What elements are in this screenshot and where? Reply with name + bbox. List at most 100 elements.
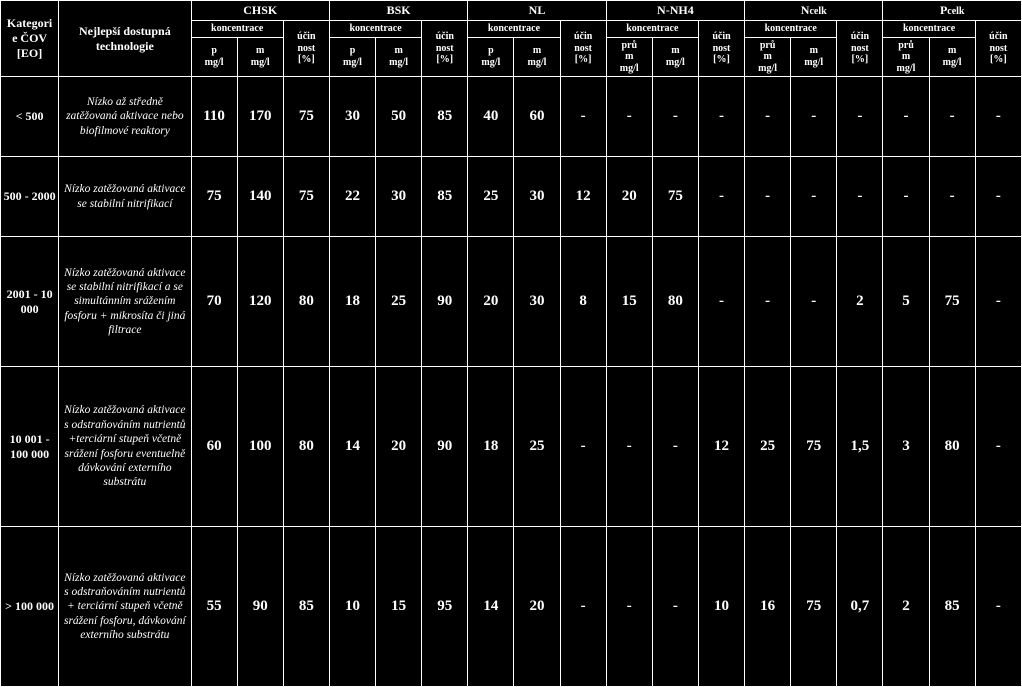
hdr-m-3: mmg/l [652,37,698,77]
cell-value: 55 [191,527,237,687]
cell-value: 60 [514,77,560,157]
cell-value: 70 [191,237,237,367]
table-row: > 100 000Nízko zatěžovaná aktivace s ods… [1,527,1022,687]
cell-value: 80 [652,237,698,367]
cell-value: 100 [237,367,283,527]
cell-value: - [791,237,837,367]
cell-category: 2001 - 10 000 [1,237,59,367]
hdr-group-4: Ncelk [745,1,883,21]
cell-value: 75 [283,157,329,237]
cell-value: - [560,77,606,157]
cell-value: - [837,77,883,157]
table-body: < 500Nízko až středně zatěžovaná aktivac… [1,77,1022,687]
cell-value: 20 [514,527,560,687]
cell-value: 16 [745,527,791,687]
cell-value: 20 [606,157,652,237]
hdr-ucin-4: účinnost[%] [837,21,883,77]
cell-value: - [975,527,1021,687]
cell-technology: Nízko zatěžovaná aktivace se stabilní ni… [59,237,191,367]
cell-value: 75 [929,237,975,367]
hdr-technology: Nejlepší dostupná technologie [59,1,191,77]
cell-value: 90 [422,367,468,527]
cell-value: - [698,77,744,157]
cell-value: 2 [837,237,883,367]
hdr-konc-4: koncentrace [745,21,837,38]
cell-category: 10 001 - 100 000 [1,367,59,527]
hdr-group-5: Pcelk [883,1,1022,21]
cell-value: - [929,157,975,237]
cell-value: - [791,77,837,157]
hdr-m-1: mmg/l [376,37,422,77]
cell-value: - [975,237,1021,367]
cell-value: 75 [652,157,698,237]
cell-value: 25 [376,237,422,367]
cell-value: 30 [514,237,560,367]
cell-value: - [883,157,929,237]
bat-table: Kategorie ČOV[EO] Nejlepší dostupná tech… [0,0,1022,687]
cell-value: 140 [237,157,283,237]
cell-value: 20 [376,367,422,527]
cell-value: 90 [237,527,283,687]
hdr-category: Kategorie ČOV[EO] [1,1,59,77]
hdr-konc-2: koncentrace [468,21,560,38]
cell-value: 22 [329,157,375,237]
cell-value: 8 [560,237,606,367]
cell-value: - [698,237,744,367]
cell-value: 90 [422,237,468,367]
cell-value: - [698,157,744,237]
cell-value: - [745,77,791,157]
hdr-konc-1: koncentrace [329,21,421,38]
hdr-group-3: N-NH4 [606,1,744,21]
cell-value: 170 [237,77,283,157]
cell-value: - [791,157,837,237]
cell-value: 85 [422,77,468,157]
table-row: 2001 - 10 000Nízko zatěžovaná aktivace s… [1,237,1022,367]
cell-value: 85 [283,527,329,687]
hdr-konc-3: koncentrace [606,21,698,38]
cell-value: 60 [191,367,237,527]
cell-value: - [560,527,606,687]
cell-value: 80 [283,367,329,527]
hdr-group-1: BSK [329,1,467,21]
cell-value: 30 [514,157,560,237]
cell-value: 1,5 [837,367,883,527]
hdr-ucin-5: účinnost[%] [975,21,1021,77]
cell-value: 25 [514,367,560,527]
hdr-m-0: mmg/l [237,37,283,77]
cell-value: 0,7 [837,527,883,687]
hdr-m-5: mmg/l [929,37,975,77]
cell-value: 25 [745,367,791,527]
hdr-group-2: NL [468,1,606,21]
hdr-m-2: mmg/l [514,37,560,77]
cell-value: 14 [468,527,514,687]
cell-value: - [652,527,698,687]
cell-value: 3 [883,367,929,527]
cell-value: 40 [468,77,514,157]
cell-value: - [745,157,791,237]
hdr-technology-text: Nejlepší dostupná technologie [79,24,171,53]
cell-value: - [745,237,791,367]
cell-technology: Nízko zatěžovaná aktivace se stabilní ni… [59,157,191,237]
table-row: 10 001 - 100 000Nízko zatěžovaná aktivac… [1,367,1022,527]
table-header: Kategorie ČOV[EO] Nejlepší dostupná tech… [1,1,1022,77]
cell-value: - [975,367,1021,527]
cell-value: 95 [422,527,468,687]
cell-value: 2 [883,527,929,687]
cell-value: 75 [283,77,329,157]
hdr-ucin-2: účinnost[%] [560,21,606,77]
cell-value: 80 [929,367,975,527]
cell-technology: Nízko zatěžovaná aktivace s odstraňování… [59,527,191,687]
cell-value: 85 [929,527,975,687]
cell-value: - [606,527,652,687]
cell-category: 500 - 2000 [1,157,59,237]
hdr-ucin-3: účinnost[%] [698,21,744,77]
cell-value: 85 [422,157,468,237]
table-row: 500 - 2000Nízko zatěžovaná aktivace se s… [1,157,1022,237]
cell-technology: Nízko až středně zatěžovaná aktivace neb… [59,77,191,157]
cell-value: 10 [329,527,375,687]
hdr-category-text: Kategorie ČOV[EO] [7,16,52,60]
cell-value: - [883,77,929,157]
hdr-group-0: CHSK [191,1,329,21]
cell-value: - [560,367,606,527]
cell-value: 18 [468,367,514,527]
